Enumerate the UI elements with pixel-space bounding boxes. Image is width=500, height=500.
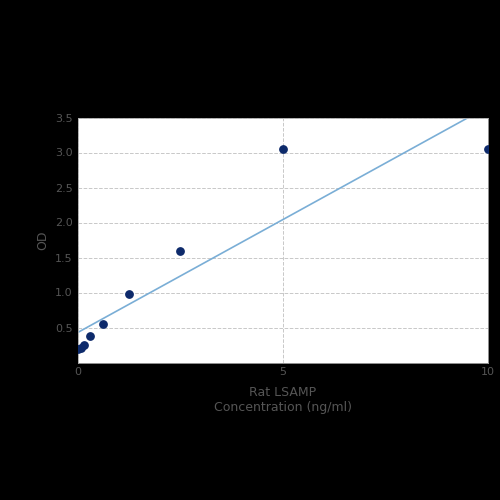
- Point: [484, 145, 492, 153]
- Point: [176, 246, 184, 254]
- Point: [125, 290, 133, 298]
- Point: [278, 145, 286, 153]
- Point: [74, 346, 82, 354]
- Y-axis label: OD: OD: [36, 230, 50, 250]
- Point: [80, 340, 88, 348]
- Point: [86, 332, 94, 340]
- Point: [99, 320, 107, 328]
- X-axis label: Rat LSAMP
Concentration (ng/ml): Rat LSAMP Concentration (ng/ml): [214, 386, 352, 413]
- Point: [76, 344, 84, 351]
